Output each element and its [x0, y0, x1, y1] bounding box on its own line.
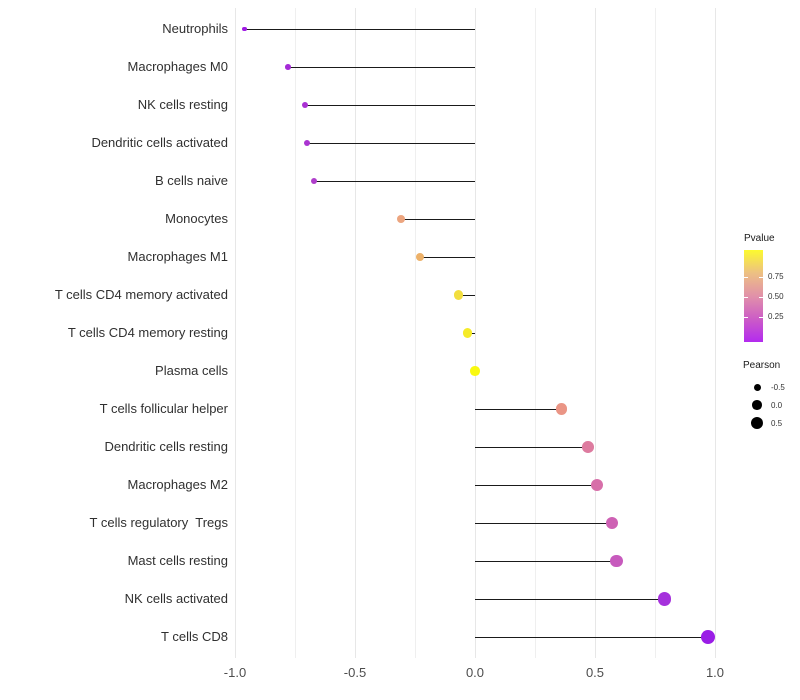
x-axis-tick-label: 0.0 — [465, 665, 485, 680]
pvalue-tick-mark — [744, 277, 748, 278]
pearson-legend-dot — [752, 400, 762, 410]
y-axis-label: Macrophages M1 — [127, 249, 228, 264]
gridline — [475, 8, 476, 658]
lollipop-dot — [304, 140, 310, 146]
y-axis-label: Mast cells resting — [127, 553, 228, 568]
gridline — [655, 8, 656, 658]
pvalue-tick-mark — [759, 297, 763, 298]
pearson-legend-label: -0.5 — [771, 383, 785, 392]
lollipop-stem — [475, 598, 665, 600]
plot-panel — [233, 8, 739, 658]
y-axis-label: T cells follicular helper — [99, 401, 228, 416]
y-axis-label: Dendritic cells activated — [91, 135, 228, 150]
lollipop-dot — [700, 629, 715, 645]
lollipop-dot — [610, 554, 623, 568]
lollipop-dot — [311, 177, 318, 185]
lollipop-stem — [475, 484, 598, 486]
gridline — [355, 8, 356, 658]
pearson-legend-label: 0.5 — [771, 419, 783, 428]
y-axis-label: Neutrophils — [162, 21, 228, 36]
y-axis-label: B cells naive — [155, 173, 228, 188]
lollipop-dot — [470, 366, 480, 376]
lollipop-dot — [581, 441, 594, 453]
lollipop-stem — [475, 636, 708, 638]
lollipop-stem — [287, 66, 475, 68]
pvalue-tick-mark — [744, 297, 748, 298]
gridline — [415, 8, 416, 658]
pvalue-tick-label: 0.25 — [768, 312, 784, 321]
lollipop-dot — [242, 26, 247, 32]
lollipop-dot — [396, 215, 405, 223]
gridline — [715, 8, 716, 658]
x-axis-tick-label: -0.5 — [343, 665, 367, 680]
gridline — [295, 8, 296, 658]
lollipop-stem — [458, 294, 475, 296]
lollipop-stem — [244, 28, 475, 30]
pvalue-tick-mark — [759, 277, 763, 278]
y-axis-label: T cells CD4 memory activated — [54, 287, 228, 302]
x-axis-tick-label: -1.0 — [223, 665, 247, 680]
gridline — [535, 8, 536, 658]
lollipop-dot — [555, 403, 568, 415]
lollipop-dot — [453, 290, 463, 300]
gridline — [595, 8, 596, 658]
pearson-legend-dot — [751, 417, 763, 429]
pvalue-tick-label: 0.50 — [768, 292, 784, 301]
lollipop-stem — [475, 446, 588, 448]
y-axis-label: T cells CD4 memory resting — [67, 325, 228, 340]
y-axis-label: NK cells activated — [124, 591, 228, 606]
lollipop-stem — [419, 256, 475, 258]
legend-pearson-title: Pearson — [743, 360, 781, 371]
y-axis-label: Dendritic cells resting — [104, 439, 228, 454]
lollipop-stem — [475, 560, 617, 562]
y-axis-label: Monocytes — [165, 211, 228, 226]
y-axis-label: Macrophages M2 — [127, 477, 228, 492]
y-axis-label: Plasma cells — [155, 363, 228, 378]
legend-pvalue-title: Pvalue — [744, 233, 775, 244]
pearson-legend-label: 0.0 — [771, 401, 783, 410]
pvalue-tick-mark — [759, 317, 763, 318]
pvalue-colorbar-gradient — [744, 250, 763, 342]
pvalue-tick-label: 0.75 — [768, 272, 784, 281]
lollipop-dot — [591, 478, 604, 492]
lollipop-stem — [475, 408, 562, 410]
lollipop-stem — [475, 522, 612, 524]
lollipop-dot — [657, 592, 672, 606]
lollipop-stem — [400, 218, 475, 220]
x-axis-tick-label: 1.0 — [705, 665, 725, 680]
y-axis-label: T cells CD8 — [161, 629, 228, 644]
pvalue-tick-mark — [744, 317, 748, 318]
gridline — [235, 8, 236, 658]
lollipop-stem — [314, 180, 475, 182]
lollipop-dot — [415, 252, 424, 262]
lollipop-dot — [285, 64, 291, 70]
x-axis-tick-label: 0.5 — [585, 665, 605, 680]
y-axis-label: NK cells resting — [137, 97, 228, 112]
lollipop-dot — [301, 102, 308, 108]
pearson-legend-dot — [753, 383, 761, 391]
lollipop-stem — [307, 142, 475, 144]
y-axis-label: Macrophages M0 — [127, 59, 228, 74]
lollipop-dot — [463, 328, 473, 338]
lollipop-stem — [304, 104, 475, 106]
y-axis-label: T cells regulatory Tregs — [89, 515, 228, 530]
lollipop-dot — [605, 516, 618, 530]
